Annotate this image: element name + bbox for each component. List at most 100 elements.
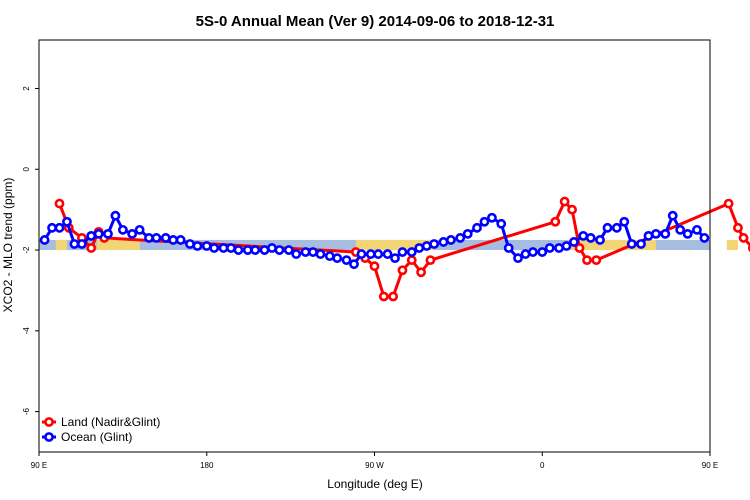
ocean-point xyxy=(569,237,579,247)
land-point xyxy=(574,243,585,253)
ocean-point xyxy=(69,239,80,249)
land-point xyxy=(559,196,570,207)
ocean-point xyxy=(667,210,678,221)
land-patch xyxy=(726,239,738,251)
legend-ocean-marker xyxy=(44,432,54,442)
ocean-point xyxy=(151,233,162,243)
legend-ocean-label: Ocean (Glint) xyxy=(61,430,132,444)
y-tick-label: -6 xyxy=(22,408,31,416)
ocean-point xyxy=(168,235,179,245)
series-layer xyxy=(39,196,750,302)
ocean-point xyxy=(127,228,138,239)
ocean-point xyxy=(175,235,186,245)
land-point xyxy=(369,261,380,272)
ocean-point xyxy=(643,231,654,241)
ocean-point xyxy=(233,245,244,255)
land-patch xyxy=(570,239,656,251)
ocean-point xyxy=(561,241,572,251)
ocean-point xyxy=(300,247,311,257)
land-point xyxy=(416,267,426,278)
ocean-point xyxy=(472,222,482,233)
ocean-point xyxy=(636,239,646,249)
ocean-point xyxy=(201,241,212,251)
ocean-point xyxy=(209,243,220,253)
ocean-point xyxy=(160,233,171,243)
land-point xyxy=(378,291,389,302)
ocean-point xyxy=(660,228,671,239)
ocean-point xyxy=(218,243,229,253)
ocean-point xyxy=(397,247,408,257)
land-point xyxy=(567,204,577,215)
ocean-point xyxy=(341,255,352,266)
land-patch xyxy=(55,239,67,251)
ocean-point xyxy=(699,233,710,243)
ocean-point xyxy=(554,243,564,253)
ocean-point xyxy=(446,235,456,245)
ocean-point xyxy=(86,231,97,241)
land-point xyxy=(425,255,436,266)
x-tick-label: 90 E xyxy=(702,461,718,470)
ocean-point xyxy=(291,249,302,259)
x-tick-label: 0 xyxy=(540,461,545,470)
ocean-point xyxy=(496,218,507,229)
land-point xyxy=(733,222,743,233)
land-patch xyxy=(96,239,140,251)
ocean-point xyxy=(250,245,261,255)
ocean-point xyxy=(692,224,702,235)
land-ocean-band xyxy=(39,239,738,251)
ocean-point xyxy=(259,245,270,255)
ocean-point xyxy=(110,210,121,221)
y-tick-label: -4 xyxy=(22,327,31,335)
ocean-point xyxy=(462,228,473,239)
legend-land-marker xyxy=(44,417,54,427)
ocean-point xyxy=(39,235,50,245)
ocean-point xyxy=(675,224,686,235)
ocean-point xyxy=(611,222,622,233)
land-point xyxy=(388,291,399,302)
ocean-point xyxy=(651,228,661,239)
land-point xyxy=(54,198,65,209)
ocean-point xyxy=(406,247,417,257)
ocean-point xyxy=(185,239,195,249)
land-point xyxy=(550,216,561,227)
axes: 90 E 180 90 W 0 90 E -6 -4 -2 0 2 xyxy=(22,86,718,470)
land-patch xyxy=(355,239,435,251)
ocean-point xyxy=(382,249,393,259)
x-axis-label: Longitude (deg E) xyxy=(327,477,422,491)
land-point xyxy=(723,198,734,209)
ocean-point xyxy=(626,239,637,249)
x-tick-label: 90 W xyxy=(365,461,384,470)
ocean-point xyxy=(267,243,277,253)
ocean-point xyxy=(487,212,497,223)
ocean-point xyxy=(93,228,104,239)
ocean-point xyxy=(390,253,400,264)
y-axis-label: XCO2 - MLO trend (ppm) xyxy=(1,178,15,313)
land-point xyxy=(397,265,408,276)
ocean-point xyxy=(349,259,359,270)
ocean-point xyxy=(192,241,203,251)
land-point xyxy=(406,255,417,266)
chart-title: 5S-0 Annual Mean (Ver 9) 2014-09-06 to 2… xyxy=(196,13,555,30)
x-tick-label: 180 xyxy=(200,461,214,470)
land-point xyxy=(86,243,97,253)
ocean-point xyxy=(503,243,514,253)
ocean-point xyxy=(274,245,285,255)
ocean-point xyxy=(602,222,613,233)
ocean-point xyxy=(455,233,466,243)
ocean-point xyxy=(595,235,605,245)
ocean-point xyxy=(429,239,440,249)
ocean-point xyxy=(528,247,538,257)
x-tick-label: 90 E xyxy=(31,461,47,470)
ocean-point xyxy=(479,216,490,227)
ocean-point xyxy=(117,224,128,235)
ocean-point xyxy=(619,216,630,227)
ocean-point xyxy=(682,228,693,239)
legend: Land (Nadir&Glint)Ocean (Glint) xyxy=(42,415,160,444)
ocean-point xyxy=(438,237,449,247)
ocean-point xyxy=(76,239,87,249)
ocean-point xyxy=(144,233,154,243)
ocean-point xyxy=(332,253,343,264)
ocean-point xyxy=(103,228,113,239)
ocean-point xyxy=(308,247,318,257)
